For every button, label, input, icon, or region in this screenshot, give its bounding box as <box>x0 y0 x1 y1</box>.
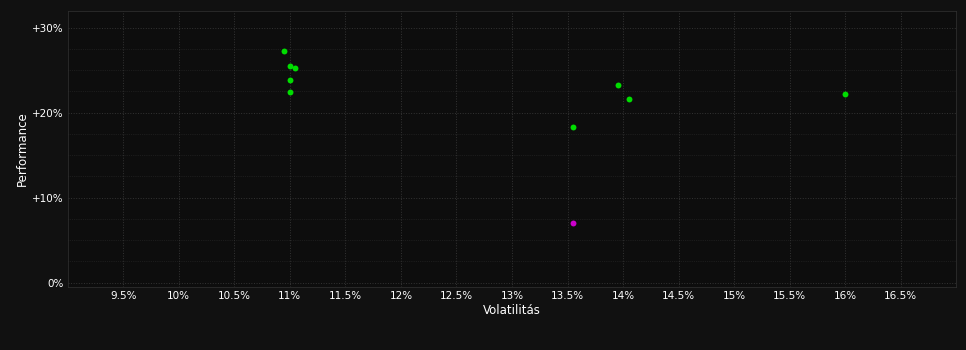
Y-axis label: Performance: Performance <box>16 111 29 186</box>
Point <box>565 220 581 226</box>
Point <box>565 124 581 130</box>
Point <box>276 49 292 54</box>
Point <box>282 63 298 69</box>
Point <box>610 83 625 88</box>
Point <box>288 65 303 71</box>
X-axis label: Volatilitás: Volatilitás <box>483 304 541 317</box>
Point <box>282 77 298 83</box>
Point <box>282 89 298 95</box>
Point <box>621 96 637 102</box>
Point <box>838 91 853 97</box>
